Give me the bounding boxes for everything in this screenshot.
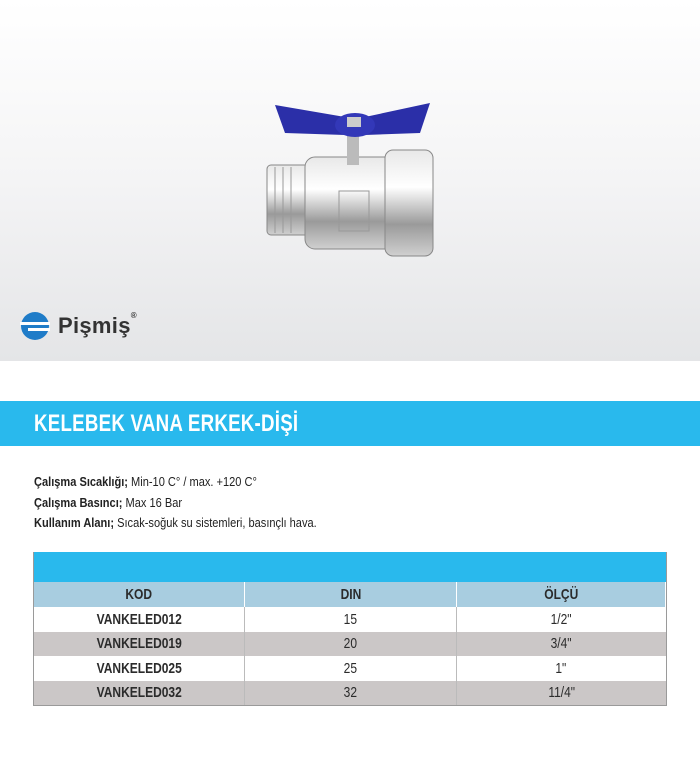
cell-olcu: 11/4" xyxy=(547,684,575,702)
header-din: DIN xyxy=(245,582,457,607)
cell-din: 25 xyxy=(245,656,457,681)
cell-din: 20 xyxy=(245,631,457,656)
cell-kod: VANKELED019 xyxy=(34,631,246,656)
cell-olcu: 3/4" xyxy=(550,635,572,653)
cell-olcu: 1" xyxy=(555,659,567,677)
product-title: KELEBEK VANA ERKEK-DİŞİ xyxy=(34,410,299,437)
cell-kod: VANKELED032 xyxy=(34,680,246,705)
logo-globe-icon xyxy=(20,312,50,340)
brand-logo: Pişmiş® xyxy=(20,311,137,341)
product-table: KOD DIN ÖLÇÜ VANKELED012 15 1/2" VANKELE… xyxy=(33,552,667,706)
product-image-area: Pişmiş® xyxy=(0,0,700,361)
spec-temperature: Çalışma Sıcaklığı; Min-10 C° / max. +120… xyxy=(34,474,257,489)
cell-kod: VANKELED012 xyxy=(34,607,246,632)
table-row: VANKELED032 32 11/4" xyxy=(34,680,666,705)
cell-olcu: 1/2" xyxy=(550,610,572,628)
table-row: VANKELED012 15 1/2" xyxy=(34,607,666,632)
header-kod: KOD xyxy=(34,582,246,607)
table-row: VANKELED019 20 3/4" xyxy=(34,631,666,656)
spec-pressure: Çalışma Basıncı; Max 16 Bar xyxy=(34,494,183,510)
cell-din: 15 xyxy=(245,607,457,632)
cell-kod: VANKELED025 xyxy=(34,656,246,681)
table-row: VANKELED025 25 1" xyxy=(34,656,666,681)
spec-list: Çalışma Sıcaklığı; Min-10 C° / max. +120… xyxy=(34,472,367,534)
table-top-bar xyxy=(34,552,666,582)
header-olcu: ÖLÇÜ xyxy=(457,582,666,607)
brand-name: Pişmiş® xyxy=(58,311,137,338)
cell-din: 32 xyxy=(245,680,457,705)
valve-image xyxy=(266,103,434,257)
table-header: KOD DIN ÖLÇÜ xyxy=(34,582,666,607)
spec-usage: Kullanım Alanı; Sıcak-soğuk su sistemler… xyxy=(34,515,317,530)
title-banner: KELEBEK VANA ERKEK-DİŞİ xyxy=(0,401,700,446)
